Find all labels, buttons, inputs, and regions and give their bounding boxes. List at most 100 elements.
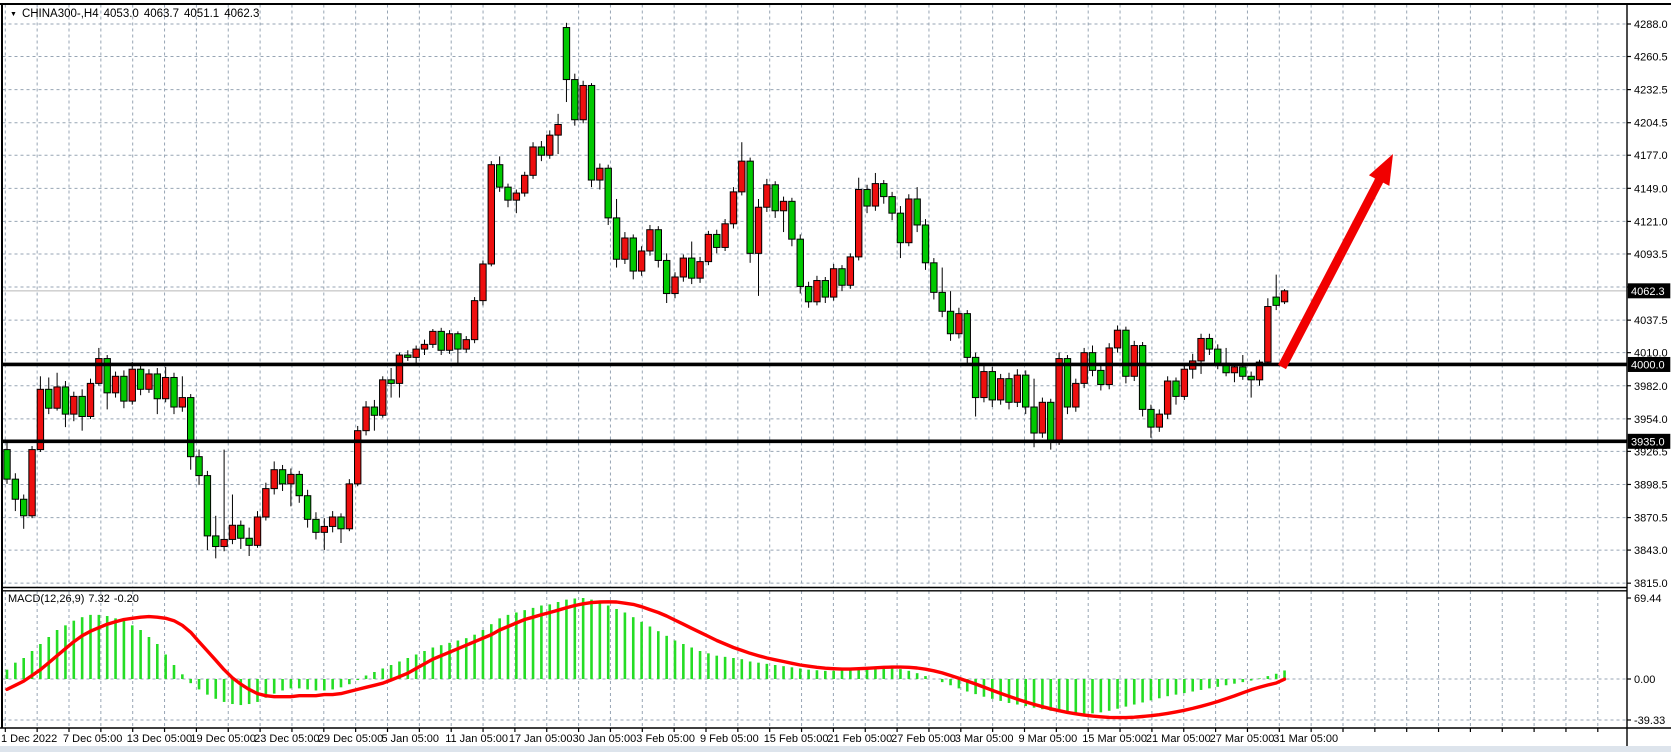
level-badge-3935	[1627, 433, 1671, 449]
candle	[1038, 401, 1047, 434]
candle	[846, 256, 855, 286]
candle	[3, 449, 11, 480]
candle	[136, 368, 145, 390]
candle	[20, 498, 28, 517]
svg-text:4093.5: 4093.5	[1634, 249, 1668, 261]
candle	[220, 538, 228, 548]
svg-text:3954.0: 3954.0	[1634, 414, 1668, 426]
svg-text:4149.0: 4149.0	[1634, 183, 1668, 195]
svg-text:3815.0: 3815.0	[1634, 578, 1668, 590]
candle	[379, 379, 387, 416]
candle	[604, 167, 612, 219]
svg-text:21 Feb 05:00: 21 Feb 05:00	[827, 733, 892, 745]
candle	[437, 330, 445, 351]
candle	[671, 276, 679, 295]
candle	[1155, 413, 1163, 428]
candle	[420, 343, 429, 350]
candle	[529, 146, 537, 176]
candle	[729, 191, 738, 225]
candle	[404, 354, 412, 358]
candle	[187, 397, 195, 458]
chart-title-bar: ▼ CHINA300-,H4 4053.0 4063.7 4051.1 4062.3	[10, 8, 259, 20]
macd-main-value: 7.32	[88, 593, 110, 605]
candle	[754, 206, 763, 254]
candle	[1080, 352, 1088, 384]
svg-text:5 Jan 05:00: 5 Jan 05:00	[382, 733, 440, 745]
candle	[863, 189, 871, 207]
price-scale[interactable]: 4288.0 4260.5 4232.5 4204.5 4177.0 4149.0 4121…	[1627, 19, 1671, 590]
candle	[579, 84, 587, 121]
candle	[1147, 408, 1155, 428]
candle	[395, 354, 404, 384]
candle	[930, 262, 938, 293]
candle	[963, 313, 971, 358]
candle	[78, 395, 86, 417]
horizontal-level-lines[interactable]	[2, 362, 1628, 444]
candle	[1130, 345, 1138, 377]
macd-indicator-label: MACD(12,26,9) 7.32 -0.20	[8, 593, 143, 605]
candle	[312, 518, 320, 533]
candle	[1255, 361, 1264, 381]
candle	[654, 229, 662, 261]
candle	[955, 313, 963, 335]
svg-text:4062.3: 4062.3	[1631, 286, 1665, 298]
svg-text:4121.0: 4121.0	[1634, 216, 1668, 228]
quote-high: 4063.7	[143, 8, 180, 20]
candle	[688, 257, 696, 279]
candle	[370, 406, 379, 416]
candle	[738, 160, 746, 193]
candle	[495, 164, 504, 188]
candle	[546, 134, 554, 156]
candle	[779, 200, 788, 212]
candle	[537, 146, 546, 156]
candle	[354, 430, 362, 485]
candle	[253, 516, 262, 546]
candle	[11, 478, 20, 500]
candle	[813, 280, 821, 303]
candle	[637, 250, 646, 272]
svg-text:3 Mar 05:00: 3 Mar 05:00	[955, 733, 1014, 745]
candle	[1205, 337, 1214, 350]
candle	[880, 183, 888, 198]
svg-text:19 Dec 05:00: 19 Dec 05:00	[190, 733, 255, 745]
candle	[521, 174, 529, 194]
svg-text:15 Mar 05:00: 15 Mar 05:00	[1082, 733, 1147, 745]
candle	[203, 475, 212, 537]
candle	[287, 473, 295, 485]
candle	[829, 268, 838, 298]
candle	[646, 229, 654, 252]
svg-text:3935.0: 3935.0	[1631, 437, 1665, 449]
candle	[721, 223, 729, 248]
candle	[1172, 380, 1180, 397]
candle	[1197, 337, 1205, 362]
svg-text:23 Dec 05:00: 23 Dec 05:00	[254, 733, 319, 745]
macd-scale[interactable]: 69.44 0.00 -39.33	[1627, 593, 1665, 727]
candle	[1214, 348, 1222, 364]
svg-text:9 Mar 05:00: 9 Mar 05:00	[1019, 733, 1078, 745]
candle	[120, 375, 128, 402]
candle	[228, 524, 237, 540]
macd-histogram	[5, 598, 1286, 714]
candle	[429, 330, 437, 345]
candle	[328, 516, 337, 527]
candle	[86, 382, 95, 417]
candle	[278, 469, 287, 485]
svg-text:4288.0: 4288.0	[1634, 19, 1668, 31]
grid	[2, 4, 1627, 728]
candle	[1013, 374, 1022, 403]
svg-text:9 Feb 05:00: 9 Feb 05:00	[700, 733, 759, 745]
svg-text:4037.5: 4037.5	[1634, 315, 1668, 327]
trend-arrow-annotation[interactable]	[1278, 154, 1393, 370]
candle	[771, 184, 779, 212]
candle	[596, 167, 604, 181]
candle	[504, 186, 512, 201]
svg-text:3870.5: 3870.5	[1634, 513, 1668, 525]
candle	[1063, 358, 1072, 408]
svg-text:4260.5: 4260.5	[1634, 52, 1668, 64]
candle	[621, 237, 629, 260]
candle	[1055, 358, 1063, 441]
candle	[1030, 406, 1038, 434]
candle	[1138, 345, 1147, 410]
